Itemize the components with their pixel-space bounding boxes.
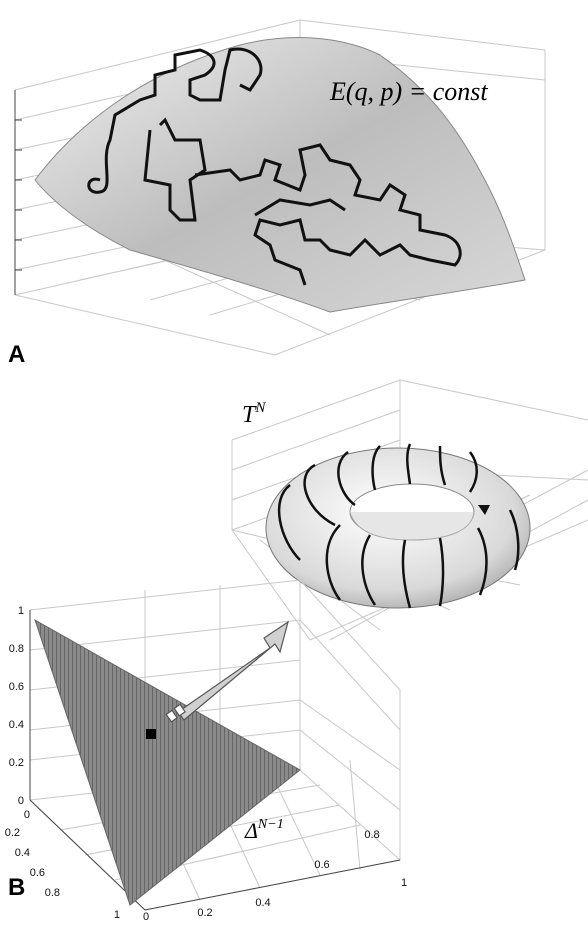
depth-tick-label: 0.2 xyxy=(197,907,212,919)
figure: E(q, p) = const A TN ΔN−1 B 10.80.60.40.… xyxy=(0,0,588,925)
vertical-tick-label: 0.4 xyxy=(9,719,24,731)
depth-tick-label: 0.6 xyxy=(30,867,45,879)
depth-tick-label: 0.4 xyxy=(15,847,30,859)
mapping-arrow xyxy=(166,622,288,722)
annotation: E(q, p) = const xyxy=(329,77,488,106)
depth-tick-label: 0.8 xyxy=(45,887,60,899)
simplex-label: ΔN−1 xyxy=(244,817,284,843)
panel-label: B xyxy=(8,874,25,901)
torus xyxy=(266,444,530,608)
depth-tick-label: 0 xyxy=(24,809,30,821)
vertical-tick-label: 0.8 xyxy=(9,643,24,655)
depth-tick-label: 1 xyxy=(114,909,120,921)
simplex xyxy=(35,620,300,905)
vertical-tick-label: 1 xyxy=(18,605,24,617)
simplex-label-sup: N−1 xyxy=(257,817,284,832)
depth-tick-label: 0.4 xyxy=(255,897,270,909)
simplex-label-base: Δ xyxy=(244,818,258,843)
vertical-tick-label: 0.6 xyxy=(9,681,24,693)
depth-tick-label: 0.8 xyxy=(364,829,379,841)
torus-label-sup: N xyxy=(254,400,266,416)
vertical-tick-label: 0 xyxy=(18,795,24,807)
depth-tick-label: 0.2 xyxy=(5,827,20,839)
page: {"panels": [ {"label": "A", "annotation"… xyxy=(0,0,588,925)
depth-tick-label: 1 xyxy=(401,877,407,889)
vertical-tick-label: 0.2 xyxy=(9,757,24,769)
point xyxy=(146,729,156,739)
panel-label: A xyxy=(8,341,25,368)
depth-tick-label: 0 xyxy=(143,911,149,923)
depth-tick-label: 0.6 xyxy=(314,859,329,871)
torus-label: TN xyxy=(242,400,266,428)
